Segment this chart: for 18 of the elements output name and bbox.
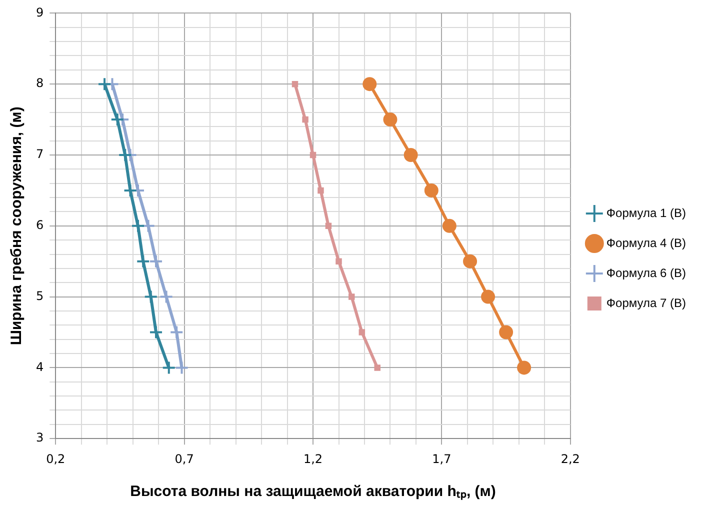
y-tick-label: 5 bbox=[36, 288, 44, 303]
x-tick-label: 0,2 bbox=[46, 452, 66, 466]
legend-label: Формула 4 (В) bbox=[606, 236, 686, 250]
y-tick-label: 6 bbox=[36, 218, 44, 232]
y-tick-label: 8 bbox=[36, 76, 44, 90]
x-axis-title: Высота волны на защищаемой акватории hₜₚ, (м) bbox=[130, 483, 496, 500]
legend-label: Формула 7 (В) bbox=[606, 296, 686, 310]
y-tick-label: 4 bbox=[36, 360, 44, 374]
x-tick-label: 1,2 bbox=[303, 452, 323, 466]
legend-label: Формула 6 (В) bbox=[606, 266, 686, 280]
x-tick-label: 1,7 bbox=[432, 452, 452, 466]
y-tick-label: 9 bbox=[36, 5, 44, 20]
x-tick-label: 0,7 bbox=[174, 452, 194, 466]
legend-label: Формула 1 (В) bbox=[606, 206, 686, 220]
y-tick-label: 7 bbox=[36, 147, 44, 162]
y-tick-label: 3 bbox=[36, 430, 44, 445]
y-axis-title: Ширина гребня сооружения, (м) bbox=[8, 106, 26, 346]
x-tick-label: 2,2 bbox=[560, 452, 580, 466]
